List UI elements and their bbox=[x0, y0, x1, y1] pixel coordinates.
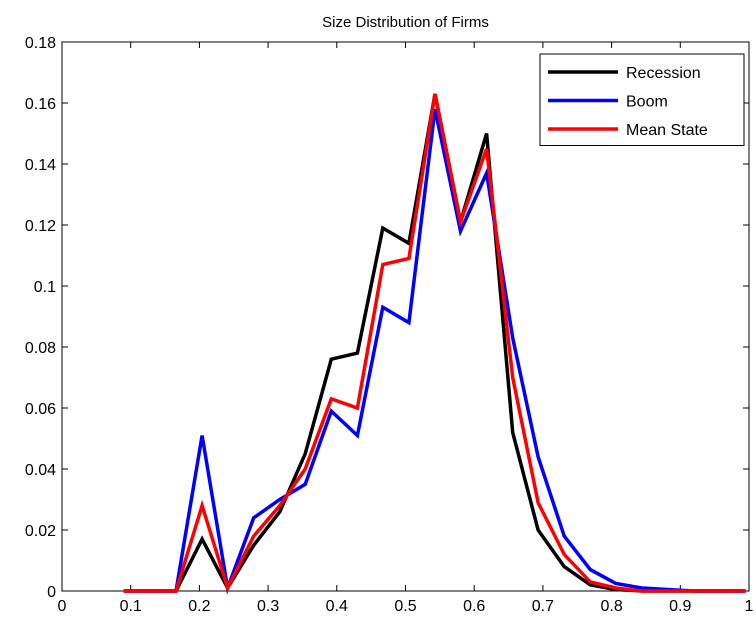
y-tick-label: 0.16 bbox=[25, 96, 56, 113]
x-tick-label: 0.2 bbox=[188, 598, 210, 615]
y-tick-label: 0.08 bbox=[25, 340, 56, 357]
y-tick-label: 0.1 bbox=[34, 279, 56, 296]
y-tick-label: 0.14 bbox=[25, 157, 56, 174]
x-tick-label: 0.1 bbox=[120, 598, 142, 615]
x-tick-label: 1 bbox=[745, 598, 754, 615]
y-axis: 0 0.02 0.04 0.06 0.08 0.1 0.12 0.14 0.16 0.18 bbox=[25, 35, 749, 601]
y-tick-label: 0.04 bbox=[25, 462, 56, 479]
y-tick-label: 0.12 bbox=[25, 218, 56, 235]
y-tick-label: 0.18 bbox=[25, 35, 56, 52]
x-tick-label: 0 bbox=[58, 598, 67, 615]
x-tick-label: 0.7 bbox=[532, 598, 554, 615]
x-tick-label: 0.9 bbox=[669, 598, 691, 615]
series-lines bbox=[123, 93, 746, 595]
chart-title: Size Distribution of Firms bbox=[322, 14, 489, 31]
x-tick-label: 0.3 bbox=[257, 598, 279, 615]
x-tick-label: 0.8 bbox=[600, 598, 622, 615]
legend-label: Mean State bbox=[626, 122, 708, 139]
y-tick-label: 0.02 bbox=[25, 523, 56, 540]
y-tick-label: 0.06 bbox=[25, 401, 56, 418]
x-tick-label: 0.6 bbox=[463, 598, 485, 615]
x-tick-label: 0.4 bbox=[326, 598, 348, 615]
y-tick-label: 0 bbox=[47, 584, 56, 601]
series-line-mean-state bbox=[123, 93, 746, 593]
legend: Recession Boom Mean State bbox=[539, 53, 745, 146]
x-axis: 0 0.1 0.2 0.3 0.4 0.5 0.6 0.7 0.8 0.9 1 bbox=[58, 42, 754, 615]
legend-label: Boom bbox=[626, 94, 668, 111]
x-tick-label: 0.5 bbox=[394, 598, 416, 615]
legend-label: Recession bbox=[626, 65, 701, 82]
